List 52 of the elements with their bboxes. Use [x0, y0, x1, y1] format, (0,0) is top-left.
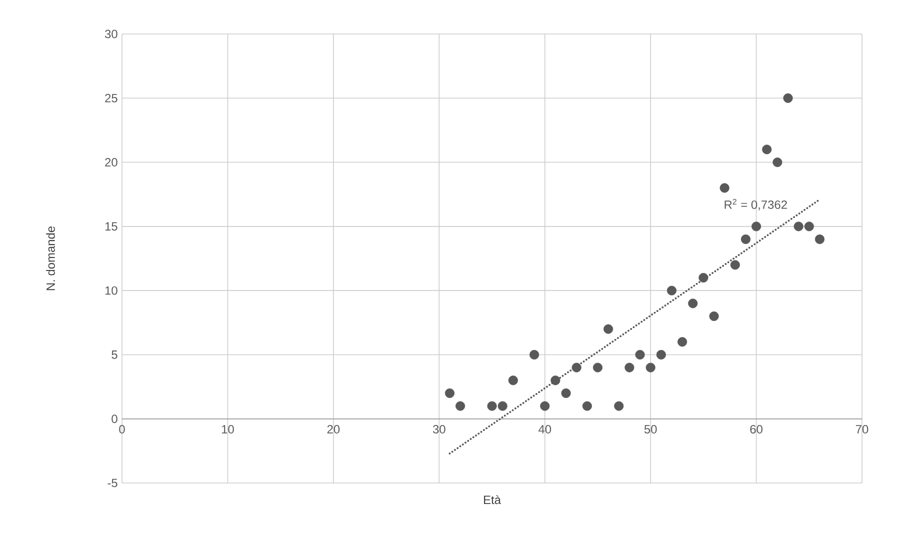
y-axis-title: N. domande — [46, 226, 55, 290]
point — [540, 401, 550, 411]
x-axis-title: Età — [484, 495, 501, 504]
x-tick-label: 10 — [222, 425, 234, 434]
point — [487, 401, 497, 411]
point — [508, 376, 518, 386]
point — [709, 311, 719, 322]
point — [604, 324, 614, 334]
point — [614, 401, 624, 411]
y-tick-label: 0 — [112, 414, 118, 424]
y-tick-label: 15 — [105, 222, 118, 231]
y-tick-label: 25 — [105, 94, 118, 102]
point — [582, 401, 592, 411]
point — [635, 350, 645, 360]
point — [688, 298, 698, 308]
x-tick-label: 0 — [119, 425, 125, 434]
point — [656, 350, 666, 360]
x-tick-label: 50 — [644, 425, 657, 434]
point — [794, 222, 804, 232]
point — [804, 222, 814, 232]
point — [730, 260, 740, 270]
point — [572, 362, 582, 372]
point — [762, 144, 772, 154]
point — [772, 158, 782, 168]
point — [624, 362, 634, 372]
y-tick-label: 10 — [105, 286, 118, 295]
annotation: R$^{2}$ = 0,7362 — [724, 198, 787, 210]
point — [678, 337, 688, 347]
x-tick-label: 60 — [750, 425, 762, 434]
x-tick-label: 40 — [538, 425, 552, 434]
point — [666, 286, 676, 296]
point — [530, 350, 540, 360]
point — [444, 388, 454, 398]
point — [752, 222, 762, 232]
y-tick-label: -5 — [108, 478, 118, 488]
x-tick-label: 70 — [856, 425, 868, 434]
y-tick-label: 20 — [105, 158, 118, 167]
point — [740, 234, 750, 244]
point — [561, 388, 571, 398]
point — [498, 401, 508, 411]
point — [814, 234, 824, 244]
y-tick-label: 30 — [104, 30, 118, 38]
point — [698, 272, 708, 283]
point — [720, 183, 730, 193]
point — [550, 376, 560, 386]
x-tick-label: 20 — [327, 425, 340, 434]
y-tick-label: 5 — [112, 350, 118, 359]
point — [456, 401, 466, 411]
point — [592, 362, 602, 372]
point — [783, 93, 793, 103]
x-tick-label: 30 — [432, 425, 446, 434]
point — [646, 362, 656, 372]
